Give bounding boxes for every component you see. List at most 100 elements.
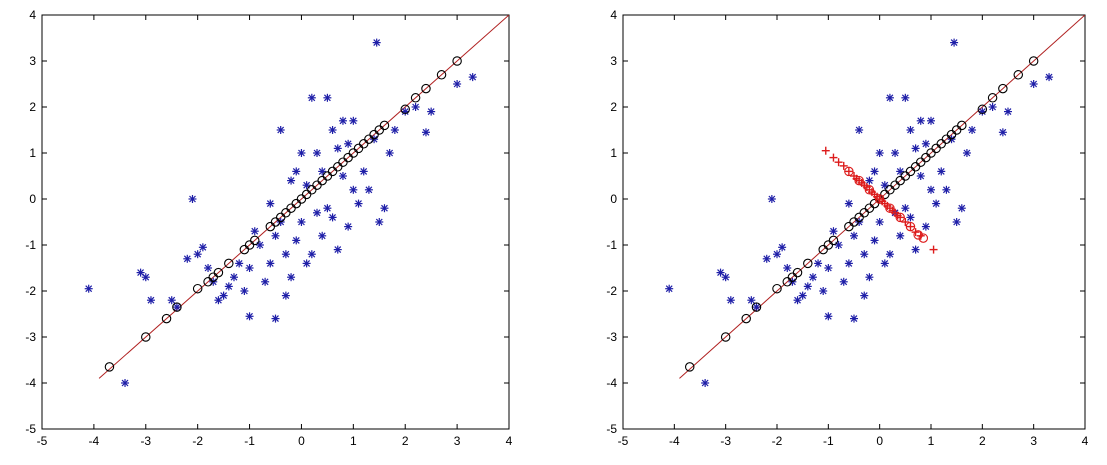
asterisk-point	[916, 116, 925, 125]
asterisk-point	[860, 250, 869, 259]
circle-point	[400, 104, 410, 115]
x-tick-label: -2	[772, 434, 783, 448]
plus-point	[906, 222, 915, 231]
circle-point	[741, 313, 751, 324]
asterisk-point	[880, 259, 889, 268]
circle-point	[720, 332, 731, 342]
circle-point	[885, 203, 895, 213]
asterisk-point	[323, 204, 332, 213]
plus-point	[834, 158, 843, 167]
asterisk-point	[292, 167, 301, 176]
circle-point	[141, 332, 151, 342]
plot-1: -5 -4 -3 -2 -1 0 1 2 3 4 -5 -4 -3 -2 -1 0 1 2 3 4	[25, 8, 512, 448]
asterisk-point	[855, 126, 864, 134]
y-tick-label: 3	[29, 54, 36, 68]
x-tick-label: 3	[1030, 434, 1037, 448]
asterisk-point	[172, 303, 181, 312]
asterisk-point	[204, 264, 213, 272]
plot-area	[84, 15, 509, 387]
x-tick-label: 4	[1082, 434, 1089, 448]
asterisk-point	[988, 103, 997, 111]
plot-area	[665, 15, 1085, 387]
asterisk-point	[287, 273, 296, 282]
asterisk-point	[1004, 107, 1012, 116]
circle-point	[987, 93, 998, 103]
asterisk-point	[313, 149, 322, 157]
asterisk-point	[932, 199, 941, 208]
y-tick-label: 1	[610, 146, 617, 160]
circle-point	[874, 194, 885, 204]
asterisk-point	[255, 241, 264, 249]
asterisk-point	[427, 107, 436, 116]
asterisk-point	[901, 204, 910, 213]
asterisk-point	[318, 167, 327, 176]
asterisk-point	[726, 296, 735, 305]
asterisk-point	[921, 139, 930, 148]
circle-point	[104, 362, 115, 372]
asterisk-point	[266, 199, 275, 208]
asterisk-point	[411, 103, 420, 111]
x-tick-label: 1	[928, 434, 935, 448]
asterisk-point	[927, 116, 935, 125]
asterisk-point	[906, 126, 915, 134]
regression-line	[679, 15, 1085, 379]
asterisk-point	[141, 273, 150, 282]
asterisk-point	[747, 296, 756, 305]
asterisk-point	[302, 181, 311, 190]
asterisk-point	[183, 254, 192, 263]
asterisk-point	[839, 277, 848, 286]
circle-point	[161, 313, 172, 324]
y-tick-label: -1	[25, 238, 36, 252]
circle-point	[421, 83, 431, 94]
plus-point	[896, 213, 905, 222]
circle-point	[192, 283, 203, 294]
asterisk-point	[266, 259, 275, 268]
circle-point	[864, 185, 875, 195]
y-tick-label: -3	[606, 330, 617, 344]
y-tick-label: 2	[29, 100, 36, 114]
asterisk-point	[240, 287, 249, 295]
asterisk-point	[307, 250, 316, 259]
asterisk-point	[778, 243, 787, 252]
asterisk-point	[198, 243, 207, 252]
plot-2: -5 -4 -3 -2 -1 0 1 2 3 4 -5 -4 -3 -2 -1 0 1 2 3 4	[606, 8, 1088, 448]
y-tick-label: -4	[25, 376, 36, 390]
x-tick-label: -2	[192, 434, 203, 448]
x-tick-label: 2	[402, 434, 409, 448]
y-tick-label: -3	[25, 330, 36, 344]
asterisk-point	[349, 116, 358, 125]
asterisk-point	[224, 282, 233, 291]
asterisk-point	[911, 144, 920, 153]
circle-point	[452, 56, 462, 66]
asterisk-point	[798, 291, 807, 300]
x-tick-label: -3	[720, 434, 731, 448]
asterisk-point	[229, 273, 238, 282]
circle-point	[436, 70, 447, 80]
asterisk-point	[421, 128, 430, 137]
asterisk-point	[344, 222, 353, 231]
asterisk-point	[372, 38, 381, 47]
asterisk-point	[318, 231, 327, 240]
x-tick-label: 0	[298, 434, 305, 448]
x-tick-label: -5	[37, 434, 48, 448]
asterisk-point	[292, 236, 301, 245]
circle-point	[895, 212, 905, 223]
asterisk-point	[84, 284, 93, 293]
x-tick-label: -1	[244, 434, 255, 448]
circle-point	[998, 83, 1008, 94]
asterisk-point	[453, 80, 462, 88]
asterisk-point	[338, 172, 347, 180]
x-tick-label: -4	[89, 434, 100, 448]
asterisk-point	[271, 231, 280, 240]
asterisk-point	[865, 176, 874, 185]
asterisk-point	[783, 264, 792, 272]
x-tick-label: 3	[454, 434, 461, 448]
y-tick-label: 4	[610, 8, 617, 22]
asterisk-point	[297, 218, 306, 226]
circle-point	[918, 233, 929, 243]
plus-point	[821, 146, 830, 155]
asterisk-point	[911, 245, 920, 254]
y-tick-label: -5	[606, 422, 617, 436]
asterisk-point	[245, 264, 254, 272]
